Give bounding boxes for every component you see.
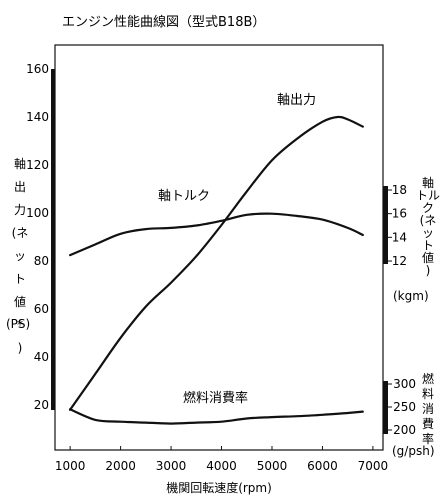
torque-tick-label: 18 — [392, 183, 407, 197]
power-line — [69, 115, 364, 411]
left-axis-unit: (PS) — [6, 317, 30, 331]
left-axis-label-char: 値 — [14, 294, 26, 309]
torque-axis-label-char: ク — [422, 201, 434, 215]
fuel-axis-bar — [383, 381, 388, 434]
x-axis-label: 機関回転速度(rpm) — [166, 480, 272, 495]
torque-axis-label-char: ト — [422, 239, 434, 253]
power-series-label: 軸出力 — [277, 93, 316, 108]
fuel-axis-label-char: 率 — [422, 431, 434, 446]
torque-axis-bar — [383, 186, 388, 264]
torque-tick-label: 16 — [392, 207, 407, 221]
left-tick-label: 80 — [34, 254, 49, 268]
fuel-axis-label-char: 消 — [422, 402, 434, 416]
left-axis-label-char: * — [17, 318, 23, 332]
left-axis-label-char: ) — [18, 341, 23, 355]
torque-axis-label-char: 軸 — [422, 176, 434, 190]
left-tick-label: 60 — [34, 302, 49, 316]
torque-axis-label-char: トル — [416, 189, 440, 203]
left-axis-label-char: ッ — [14, 249, 26, 263]
left-axis-label-char: 力 — [14, 203, 26, 217]
left-tick-label: 140 — [26, 110, 49, 124]
fuel-tick-label: 250 — [393, 400, 416, 414]
left-tick-label: 160 — [26, 62, 49, 76]
x-tick-label: 3000 — [156, 459, 187, 473]
left-tick-label: 20 — [34, 398, 49, 412]
torque-tick-label: 14 — [392, 230, 407, 244]
fuel-axis-unit: (g/psh) — [392, 444, 435, 458]
x-tick-label: 4000 — [206, 459, 237, 473]
x-tick-label: 5000 — [257, 459, 288, 473]
fuel-series-label: 燃料消費率 — [183, 390, 248, 406]
torque-axis-label-char: 値 — [422, 250, 434, 265]
fuel-axis-label-char: 燃 — [422, 371, 434, 386]
torque-series-label: 軸トルク — [158, 189, 210, 204]
torque-axis-unit: (kgm) — [393, 289, 429, 303]
torque-axis-label-char: ッ — [422, 226, 434, 240]
plot-frame — [54, 44, 384, 451]
x-tick-label: 2000 — [105, 459, 136, 473]
x-tick-label: 7000 — [358, 459, 389, 473]
x-tick-label: 6000 — [307, 459, 338, 473]
left-axis-label-char: 出 — [14, 180, 26, 194]
left-tick-label: 40 — [34, 350, 49, 364]
x-tick-label: 1000 — [55, 459, 86, 473]
fuel-consumption-line — [69, 408, 364, 425]
left-axis-label-char: ト — [14, 272, 26, 286]
left-axis-label-char: (ネ — [12, 226, 29, 240]
left-tick-label: 100 — [26, 206, 49, 220]
torque-tick-label: 12 — [392, 254, 407, 268]
fuel-tick-label: 300 — [393, 377, 416, 391]
chart-title: エンジン性能曲線図（型式B18B） — [62, 14, 265, 30]
fuel-axis-label-char: 料 — [422, 387, 434, 401]
fuel-axis-label-char: 費 — [422, 416, 434, 431]
torque-axis-label-char: ) — [426, 264, 431, 278]
left-tick-label: 120 — [26, 158, 49, 172]
torque-line — [69, 212, 364, 257]
left-axis-label-char: 軸 — [14, 157, 26, 171]
torque-axis-label-char: (ネ — [420, 214, 437, 228]
left-axis-bar — [51, 69, 55, 410]
fuel-tick-label: 200 — [393, 423, 416, 437]
